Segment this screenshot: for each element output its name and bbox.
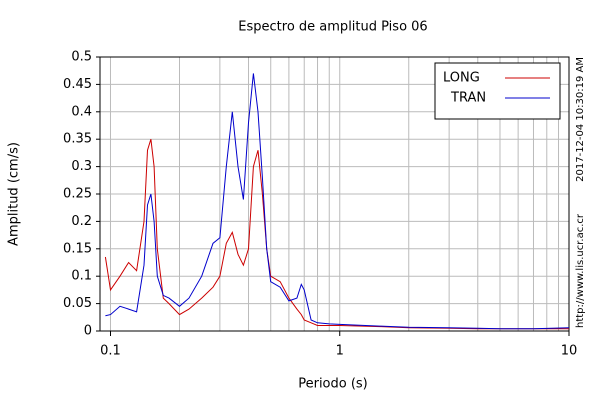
legend-label: TRAN	[450, 91, 486, 106]
y-tick-label: 0.5	[71, 50, 92, 65]
y-tick-label: 0.05	[63, 296, 92, 311]
data-line	[104, 139, 569, 330]
y-tick-label: 0.45	[63, 77, 92, 92]
data-line	[105, 73, 570, 330]
chart-title: Espectro de amplitud Piso 06	[238, 20, 427, 35]
y-tick-label: 0.15	[63, 241, 92, 256]
y-tick-label: 0.1	[71, 269, 92, 284]
y-tick-label: 0.35	[63, 132, 92, 147]
source-url: http://www.lis.ucr.ac.cr	[575, 213, 586, 328]
x-tick-label: 1	[336, 344, 344, 359]
legend-label: LONG	[443, 71, 480, 86]
y-tick-label: 0.3	[71, 159, 92, 174]
y-tick-label: 0	[84, 324, 92, 339]
legend-box	[434, 62, 561, 120]
y-tick-label: 0.25	[63, 187, 92, 202]
y-tick-label: 0.2	[71, 214, 92, 229]
x-tick-label: 10	[561, 344, 578, 359]
x-tick-label: 0.1	[100, 344, 121, 359]
y-tick-label: 0.4	[71, 104, 92, 119]
timestamp: 2017-12-04 10:30:19 AM	[575, 57, 586, 182]
y-axis-label: Amplitud (cm/s)	[7, 142, 22, 246]
x-axis-label: Periodo (s)	[298, 377, 368, 392]
plot-frame	[99, 56, 570, 332]
